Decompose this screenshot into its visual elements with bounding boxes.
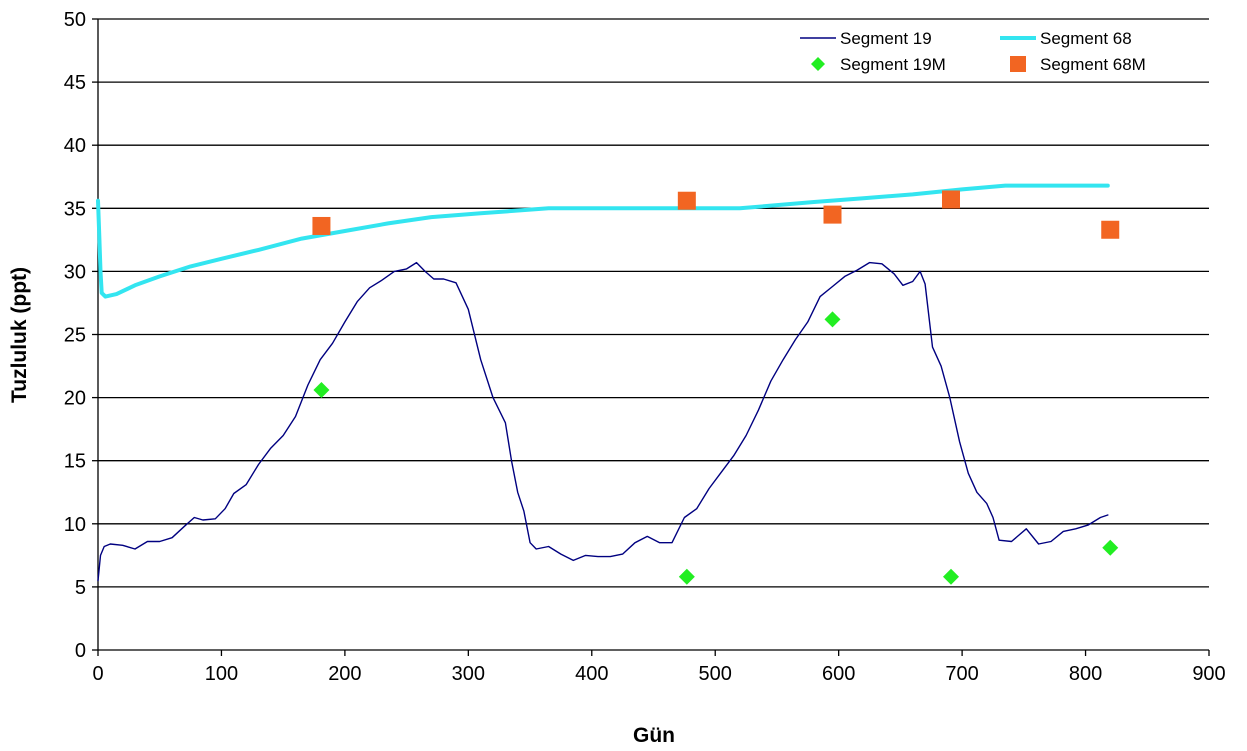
x-tick-label: 600 [822,663,855,685]
y-tick-label: 20 [64,388,86,410]
legend-swatch-segment-19m [811,57,825,71]
legend-swatch-segment-68m [1010,56,1026,72]
y-axis-ticks: 0 5 10 15 20 25 30 35 40 45 50 [64,9,98,662]
y-tick-label: 50 [64,9,86,31]
series-line-segment-19 [97,261,1109,582]
grid-lines [98,18,1209,588]
marker-segment-19m [824,311,841,328]
y-tick-label: 45 [64,72,86,94]
x-tick-label: 800 [1069,663,1102,685]
y-tick-label: 40 [64,135,86,157]
legend: Segment 19 Segment 68 Segment 19M Segment 6… [800,29,1146,74]
marker-segment-19m [1102,539,1119,556]
x-tick-label: 700 [945,663,978,685]
marker-segment-68m [942,190,961,209]
x-axis-ticks: 0 100 200 300 400 500 600 700 800 900 [92,650,1226,685]
y-tick-label: 5 [75,577,86,599]
marker-segment-68m [823,205,842,224]
legend-label-segment-68m: Segment 68M [1040,55,1146,74]
y-tick-label: 25 [64,325,86,347]
series-line-segment-68 [96,183,1110,299]
y-tick-label: 0 [75,640,86,662]
marker-segment-19m [313,382,330,399]
marker-segment-19m [943,568,960,585]
x-tick-label: 300 [452,663,485,685]
legend-label-segment-19: Segment 19 [840,29,932,48]
y-tick-label: 10 [64,514,86,536]
x-tick-label: 200 [328,663,361,685]
marker-segment-68m [312,216,331,235]
x-axis-title: Gün [633,724,675,747]
x-tick-label: 100 [205,663,238,685]
legend-label-segment-19m: Segment 19M [840,55,946,74]
legend-label-segment-68: Segment 68 [1040,29,1132,48]
y-tick-label: 30 [64,261,86,283]
x-tick-label: 500 [699,663,732,685]
y-tick-label: 15 [64,451,86,473]
marker-segment-68m [677,191,696,210]
x-tick-label: 400 [575,663,608,685]
y-tick-label: 35 [64,198,86,220]
marker-segment-19m [678,568,695,585]
x-tick-label: 0 [92,663,103,685]
y-axis-title: Tuzluluk (ppt) [8,267,31,403]
x-tick-label: 900 [1192,663,1225,685]
marker-segment-68m [1101,220,1120,239]
plot-area [96,183,1120,585]
